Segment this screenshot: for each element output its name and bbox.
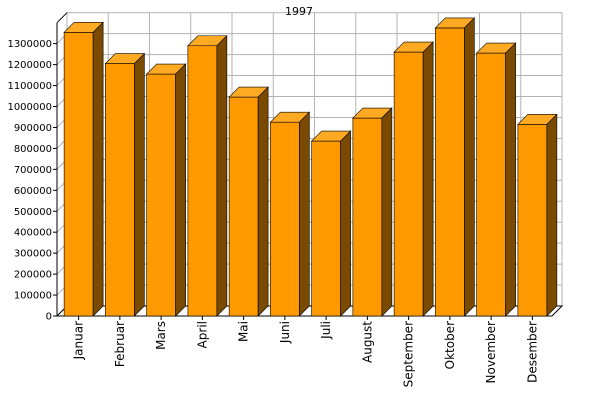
bar (434, 17, 476, 317)
y-tick-labels: 0 100000 200000 300000 400000 500000 600000 700… (7, 39, 57, 323)
y-tick-label: 1000000 (7, 102, 52, 113)
x-tick-label: Februar (113, 321, 127, 367)
bar (187, 35, 228, 317)
bar-side (381, 107, 393, 317)
x-tick-label: Mars (154, 321, 168, 350)
x-tick-label: Januar (72, 321, 86, 360)
x-tick-label: Juli (319, 321, 333, 340)
x-tick-label: Desember (525, 321, 539, 383)
y-tick-label: 100000 (14, 291, 52, 302)
x-tick-label: September (402, 321, 416, 387)
bar-front (105, 63, 135, 317)
y-tick-label: 200000 (14, 270, 52, 281)
bar-front (352, 117, 383, 317)
x-tick-label: April (195, 321, 209, 348)
bar-front (146, 73, 176, 317)
bar-side (299, 111, 310, 317)
bar-front (187, 45, 218, 317)
bar (104, 52, 146, 317)
bar-side (134, 52, 145, 317)
bar (517, 113, 558, 317)
x-tick-label: November (484, 321, 498, 383)
bar (393, 41, 434, 317)
bar-front (476, 52, 506, 317)
y-tick-label: 900000 (14, 123, 52, 134)
bar-front (517, 124, 548, 317)
y-tick-label: 1300000 (7, 39, 52, 50)
bar (310, 130, 352, 317)
bar-front (270, 121, 300, 317)
y-tick-label: 1200000 (7, 60, 52, 71)
bar-side (92, 21, 104, 317)
x-tick-label: August (360, 321, 374, 363)
chart-title: 1997 (285, 5, 313, 18)
x-tick-label: Mai (237, 321, 251, 342)
bars (63, 17, 558, 317)
y-tick-label: 0 (46, 312, 52, 323)
bar (145, 63, 187, 317)
y-axis-top-connector (56, 12, 68, 24)
bar (269, 111, 311, 317)
y-tick-label: 800000 (14, 144, 52, 155)
y-tick-label: 600000 (14, 186, 52, 197)
bar-front (311, 140, 341, 317)
y-tick-label: 300000 (14, 249, 52, 260)
y-tick-label: 700000 (14, 165, 52, 176)
x-tick-labels: Januar Februar Mars April Mai Juni Juli August S… (72, 316, 539, 387)
plot-floor (55, 305, 564, 317)
bar-side (546, 113, 558, 317)
y-tick-label: 1100000 (7, 81, 52, 92)
bar-side (464, 17, 475, 317)
bar (63, 21, 104, 317)
x-tick-label: Oktober (443, 321, 457, 369)
bar-side (340, 130, 351, 317)
bar-side (505, 42, 516, 317)
bar-side (257, 86, 269, 317)
y-tick-label: 400000 (14, 228, 52, 239)
bar-side (422, 41, 434, 317)
bar (475, 42, 517, 317)
bar-front (393, 51, 424, 317)
x-tick-label: Juni (278, 321, 292, 344)
bar-side (175, 63, 186, 317)
bar-front (63, 32, 94, 317)
bar (352, 107, 393, 317)
bar-side (216, 35, 228, 317)
y-tick-label: 500000 (14, 207, 52, 218)
bar (228, 86, 269, 317)
bar-front (435, 27, 465, 317)
bar-front (228, 96, 259, 317)
